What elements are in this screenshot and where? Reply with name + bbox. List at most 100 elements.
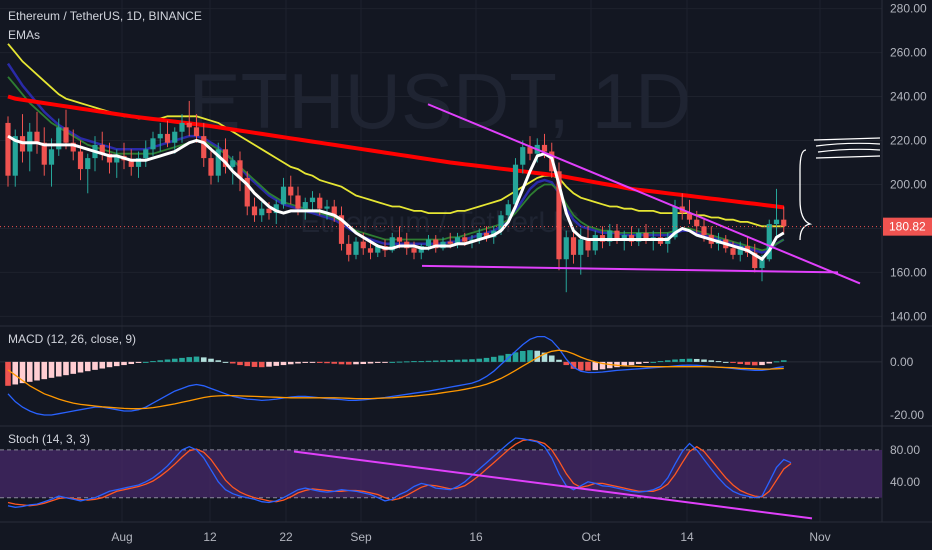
candle-body: [128, 160, 134, 167]
macd-histogram-bar: [208, 358, 214, 362]
macd-histogram-bar: [614, 361, 620, 368]
macd-histogram-bar: [737, 361, 744, 365]
candle-body: [643, 232, 649, 240]
macd-histogram-bar: [722, 361, 729, 363]
candle-body: [752, 252, 758, 269]
candle-body: [135, 158, 142, 167]
candle-body: [266, 208, 272, 214]
macd-histogram-bar: [577, 361, 584, 371]
candle-body: [157, 133, 163, 139]
macd-histogram-bar: [266, 361, 272, 367]
candle-body: [70, 142, 76, 152]
macd-histogram-bar: [701, 359, 707, 362]
stoch-tick-label: 80.00: [890, 443, 920, 457]
macd-histogram-bar: [396, 361, 403, 363]
time-tick-label: Sep: [350, 530, 372, 544]
candle-body: [302, 202, 308, 209]
candle-body: [56, 127, 62, 150]
indicator-legend-emas[interactable]: EMAs: [8, 28, 41, 42]
stoch-k-line: [7, 437, 792, 508]
macd-histogram-bar: [353, 361, 359, 365]
macd-histogram-bar: [237, 361, 243, 366]
macd-histogram-bar: [621, 361, 628, 367]
candle-body: [85, 158, 91, 170]
macd-histogram-bar: [244, 361, 251, 367]
macd-histogram-bar: [70, 361, 77, 374]
macd-histogram-bar: [483, 357, 490, 362]
candle-body: [338, 215, 345, 244]
macd-histogram-bar: [519, 350, 526, 362]
candle-body: [360, 241, 366, 249]
watermark-symbol: ETHUSDT, 1D: [189, 57, 692, 145]
macd-histogram-bar: [113, 361, 120, 367]
macd-histogram-bar: [84, 361, 91, 372]
macd-histogram-bar: [708, 360, 715, 362]
macd-histogram-bar: [309, 361, 316, 363]
candle-body: [215, 149, 221, 176]
candle-body: [331, 206, 337, 216]
ema-line-green: [7, 76, 785, 252]
macd-histogram-bar: [498, 355, 504, 362]
candle-body: [396, 237, 403, 242]
macd-histogram-bar: [534, 350, 541, 362]
candle-body: [346, 243, 352, 255]
macd-histogram-bar: [440, 360, 446, 362]
candle-body: [317, 197, 323, 209]
macd-histogram-bar: [26, 361, 33, 382]
time-tick-label: 16: [469, 530, 483, 544]
candle-body: [578, 239, 584, 255]
macd-histogram-bar: [759, 361, 765, 366]
candle-body: [208, 158, 214, 176]
macd-histogram-bar: [99, 361, 106, 369]
macd-histogram-bar: [258, 361, 265, 368]
macd-histogram-bar: [715, 361, 722, 363]
macd-histogram-bar: [527, 350, 533, 362]
macd-histogram-bar: [490, 356, 497, 362]
macd-histogram-bar: [179, 357, 185, 362]
time-tick-label: Nov: [809, 530, 830, 544]
time-tick-label: 12: [203, 530, 217, 544]
symbol-title[interactable]: Ethereum / TetherUS, 1D, BINANCE: [8, 9, 202, 23]
time-tick-label: Aug: [111, 530, 132, 544]
candle-body: [556, 171, 562, 260]
candle-body: [237, 160, 243, 178]
macd-histogram-bar: [135, 361, 142, 363]
macd-histogram-bar: [121, 361, 127, 366]
macd-signal-line: [7, 349, 784, 410]
candle-body: [607, 230, 613, 242]
candle-body: [367, 248, 374, 253]
macd-histogram-bar: [128, 361, 135, 365]
hand-drawn-bracket: [799, 149, 813, 241]
candle-body: [781, 219, 787, 227]
candle-body: [476, 232, 482, 240]
candle-body: [563, 237, 569, 260]
macd-histogram-bar: [541, 352, 548, 362]
stoch-legend[interactable]: Stoch (14, 3, 3): [8, 432, 91, 446]
macd-histogram-bar: [418, 361, 425, 363]
macd-legend[interactable]: MACD (12, 26, close, 9): [8, 332, 137, 346]
candle-body: [433, 239, 439, 249]
macd-histogram-bar: [12, 361, 19, 385]
macd-histogram-bar: [664, 360, 671, 362]
macd-histogram-bar: [766, 361, 773, 364]
candle-body: [280, 186, 287, 205]
candle-body: [222, 149, 229, 167]
macd-histogram-bar: [425, 360, 432, 362]
macd-histogram-bar: [251, 361, 258, 367]
time-tick-label: 22: [279, 530, 293, 544]
macd-line: [7, 335, 784, 416]
candle-body: [512, 164, 519, 205]
candle-body: [150, 138, 156, 150]
candle-body: [672, 206, 678, 238]
macd-histogram-bar: [432, 360, 439, 362]
macd-histogram-bar: [338, 361, 345, 365]
macd-histogram-bar: [316, 361, 323, 363]
last-price-label: 180.82: [889, 220, 926, 234]
candle-body: [585, 239, 591, 251]
candle-body: [411, 248, 417, 253]
candle-body: [454, 237, 461, 244]
stoch-d-line: [7, 438, 792, 507]
macd-histogram-bar: [273, 361, 280, 366]
candle-body: [621, 235, 627, 240]
candle-body: [737, 246, 743, 255]
